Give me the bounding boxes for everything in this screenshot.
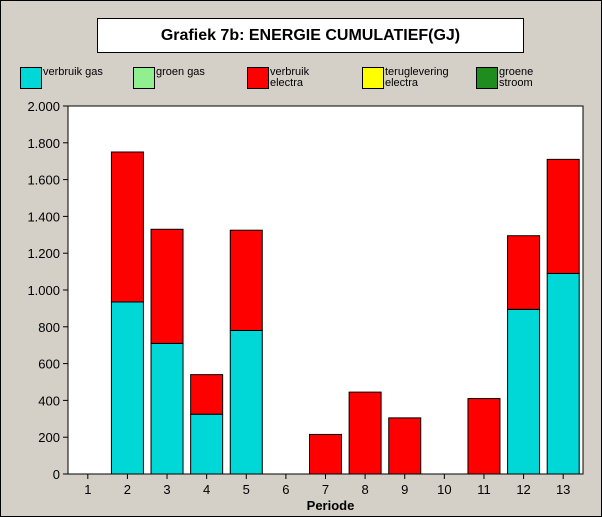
bar-verbruik-electra-8	[348, 391, 382, 475]
bar-verbruik-electra-12	[507, 235, 541, 310]
legend-swatch-groene-stroom	[476, 67, 498, 89]
legend-label-verbruik-gas: verbruik gas	[43, 66, 103, 78]
legend-item-verbruik-electra: verbruik electra	[247, 65, 325, 95]
bar-verbruik-gas-13	[546, 272, 580, 475]
bar-verbruik-gas-4	[190, 413, 224, 475]
y-tick-label: 1.000	[27, 283, 60, 298]
y-tick-label: 800	[38, 320, 60, 335]
plot-area	[67, 105, 584, 475]
bar-verbruik-electra-3	[150, 228, 184, 344]
bar-verbruik-electra-13	[546, 158, 580, 274]
x-tick-label: 2	[124, 482, 131, 497]
bar-verbruik-electra-5	[229, 229, 263, 331]
y-tick-label: 1.600	[27, 173, 60, 188]
y-tick-label: 0	[53, 467, 60, 482]
x-tick-label: 10	[437, 482, 451, 497]
x-tick-label: 9	[401, 482, 408, 497]
y-tick-label: 200	[38, 430, 60, 445]
y-tick-label: 1.800	[27, 136, 60, 151]
x-tick-label: 3	[163, 482, 170, 497]
bar-verbruik-electra-7	[309, 433, 342, 475]
legend-label-groen-gas: groen gas	[156, 66, 205, 78]
x-tick-label: 4	[203, 482, 210, 497]
x-tick-label: 1	[84, 482, 91, 497]
x-tick-label: 6	[282, 482, 289, 497]
x-tick-label: 12	[516, 482, 530, 497]
bar-verbruik-gas-12	[507, 308, 541, 475]
y-tick-label: 1.400	[27, 209, 60, 224]
legend-swatch-groen-gas	[133, 67, 155, 89]
legend-item-teruglevering-electra: teruglevering electra	[362, 65, 465, 95]
x-tick-label: 11	[477, 482, 491, 497]
y-tick-label: 2.000	[27, 99, 60, 114]
y-tick-label: 400	[38, 393, 60, 408]
legend-swatch-teruglevering-electra	[362, 67, 384, 89]
legend-label-groene-stroom: groene stroom	[499, 66, 534, 89]
x-tick-label: 7	[322, 482, 329, 497]
chart-title: Grafiek 7b: ENERGIE CUMULATIEF(GJ)	[97, 18, 524, 53]
bar-verbruik-gas-5	[229, 329, 263, 475]
legend-label-verbruik-electra: verbruik electra	[270, 66, 310, 89]
bar-verbruik-electra-4	[190, 374, 224, 415]
legend-item-groene-stroom: groene stroom	[476, 65, 549, 95]
bar-verbruik-gas-2	[110, 301, 144, 475]
x-tick-label: 13	[556, 482, 570, 497]
legend-swatch-verbruik-electra	[247, 67, 269, 89]
x-tick-label: 8	[361, 482, 368, 497]
y-tick-label: 1.200	[27, 246, 60, 261]
y-tick-label: 600	[38, 357, 60, 372]
bar-verbruik-gas-3	[150, 342, 184, 475]
bar-verbruik-electra-11	[467, 398, 501, 475]
legend-item-groen-gas: groen gas	[133, 65, 226, 95]
legend-swatch-verbruik-gas	[20, 67, 42, 89]
x-axis-title: Periode	[307, 498, 355, 513]
bar-verbruik-electra-2	[110, 151, 144, 303]
legend-item-verbruik-gas: verbruik gas	[20, 65, 113, 95]
legend-label-teruglevering-electra: teruglevering electra	[385, 66, 449, 89]
x-tick-label: 5	[243, 482, 250, 497]
bar-verbruik-electra-9	[388, 417, 422, 475]
